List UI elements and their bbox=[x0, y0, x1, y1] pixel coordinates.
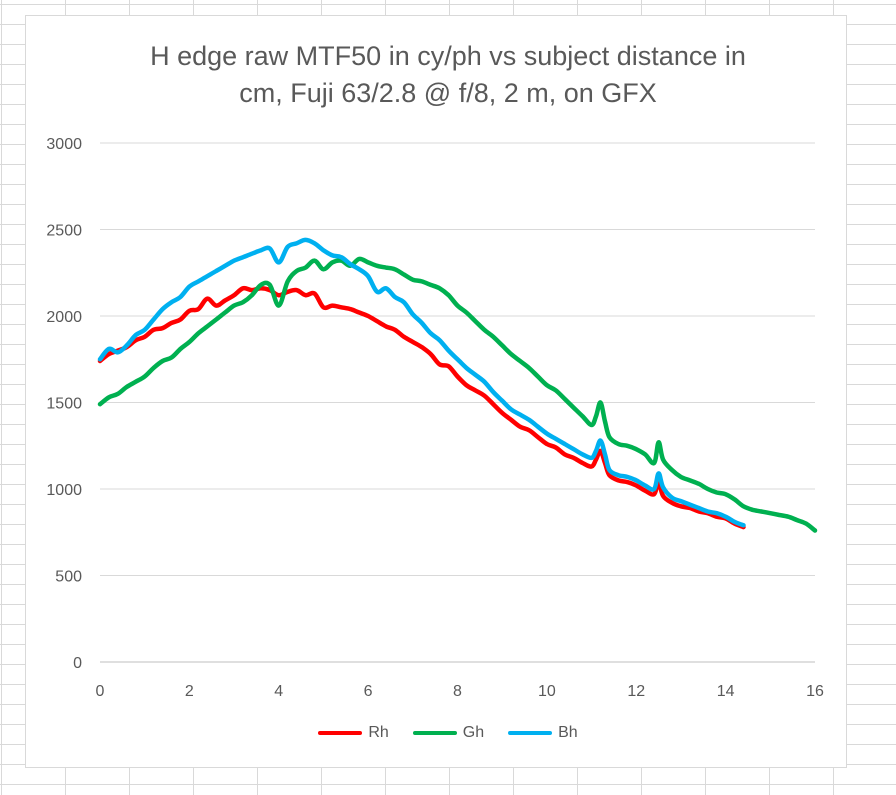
x-tick-label: 8 bbox=[453, 683, 462, 700]
series-line-bh bbox=[97, 237, 746, 528]
y-tick-label: 500 bbox=[55, 569, 82, 586]
y-tick-label: 3000 bbox=[46, 136, 82, 153]
chart-title-line-2: cm, Fuji 63/2.8 @ f/8, 2 m, on GFX bbox=[239, 78, 657, 108]
chart-area[interactable] bbox=[25, 15, 847, 768]
legend-item-bh: Bh bbox=[508, 724, 578, 742]
legend-item-gh: Gh bbox=[412, 724, 485, 742]
chart-title: H edge raw MTF50 in cy/ph vs subject dis… bbox=[0, 38, 896, 112]
x-tick-label: 16 bbox=[806, 683, 824, 700]
legend-item-rh: Rh bbox=[318, 724, 389, 742]
legend-swatch-gh bbox=[412, 731, 457, 735]
legend-swatch-rh bbox=[318, 731, 363, 735]
y-tick-label: 2500 bbox=[46, 223, 82, 240]
x-tick-label: 4 bbox=[274, 683, 283, 700]
legend: Rh Gh Bh bbox=[0, 724, 896, 742]
x-tick-label: 2 bbox=[185, 683, 194, 700]
legend-label-rh: Rh bbox=[368, 724, 389, 741]
y-tick-label: 1000 bbox=[46, 482, 82, 499]
x-tick-label: 10 bbox=[538, 683, 556, 700]
legend-label-gh: Gh bbox=[462, 724, 485, 741]
y-tick-label: 2000 bbox=[46, 309, 82, 326]
x-tick-label: 6 bbox=[364, 683, 373, 700]
series-line-gh bbox=[97, 256, 818, 533]
y-tick-label: 1500 bbox=[46, 396, 82, 413]
y-tick-label: 0 bbox=[73, 655, 82, 672]
legend-swatch-bh bbox=[508, 731, 553, 735]
x-tick-label: 0 bbox=[96, 683, 105, 700]
x-tick-label: 14 bbox=[717, 683, 735, 700]
chart-title-line-1: H edge raw MTF50 in cy/ph vs subject dis… bbox=[150, 41, 746, 71]
legend-label-bh: Bh bbox=[558, 724, 578, 741]
x-tick-label: 12 bbox=[627, 683, 645, 700]
series-line-rh bbox=[97, 285, 746, 530]
